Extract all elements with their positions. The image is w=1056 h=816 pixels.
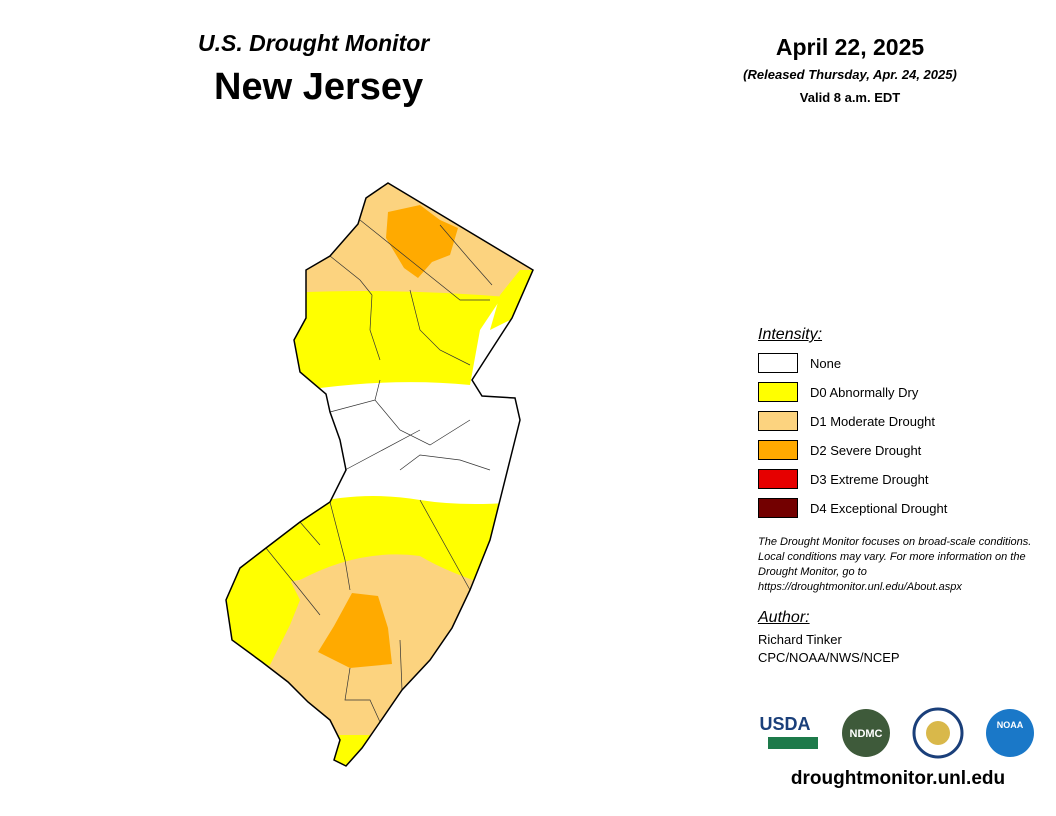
map [225,182,534,767]
logo-doc-inner [926,721,950,745]
logo-ndmc: NDMC [850,728,883,740]
legend-label: None [810,356,842,371]
logo-ndmc-circle [842,709,890,757]
area-d0 [226,560,300,680]
released: (Released Thursday, Apr. 24, 2025) [743,67,957,82]
legend-item: D1 Moderate Drought [758,411,1048,440]
logo-noaa-circle [986,709,1034,757]
legend-swatch [758,411,798,431]
title: New Jersey [214,66,424,108]
area-d2 [386,205,458,278]
legend-swatch [758,440,798,460]
legend-items: None D0 Abnormally Dry D1 Moderate Drought… [758,353,1048,527]
note: The Drought Monitor focuses on broad-sca… [758,536,1032,593]
drought-areas [226,183,533,766]
legend-label: D3 Extreme Drought [810,472,929,487]
legend-swatch [758,382,798,402]
area-d1 [226,183,533,300]
logo-noaa: NOAA [997,720,1024,730]
legend-title: Intensity: [758,326,823,343]
url: droughtmonitor.unl.edu [790,768,1006,789]
legend-swatch [758,469,798,489]
author-org: CPC/NOAA/NWS/NCEP [758,650,900,665]
legend-item: D4 Exceptional Drought [758,498,1048,527]
area-d2 [318,593,392,668]
author-name: Richard Tinker [758,632,842,647]
legend-item: D3 Extreme Drought [758,469,1048,498]
area-d0 [320,735,380,766]
legend-label: D2 Severe Drought [810,443,922,458]
county-lines [265,219,493,723]
logos: USDA NDMC NOAA [760,707,1034,759]
legend-item: D2 Severe Drought [758,440,1048,469]
legend-item: None [758,353,1048,382]
legend-label: D0 Abnormally Dry [810,385,919,400]
legend-label: D4 Exceptional Drought [810,501,948,516]
logo-usda: USDA [760,714,811,734]
legend-item: D0 Abnormally Dry [758,382,1048,411]
legend-swatch [758,353,798,373]
legend: Intensity: None D0 Abnormally Dry D1 Moder… [758,326,1048,665]
legend-swatch [758,498,798,518]
logo-usda-bar [768,737,818,749]
subtitle: U.S. Drought Monitor [198,30,430,56]
author-heading: Author: [758,609,810,626]
legend-label: D1 Moderate Drought [810,414,936,429]
valid: Valid 8 a.m. EDT [799,90,901,105]
date: April 22, 2025 [775,34,925,60]
